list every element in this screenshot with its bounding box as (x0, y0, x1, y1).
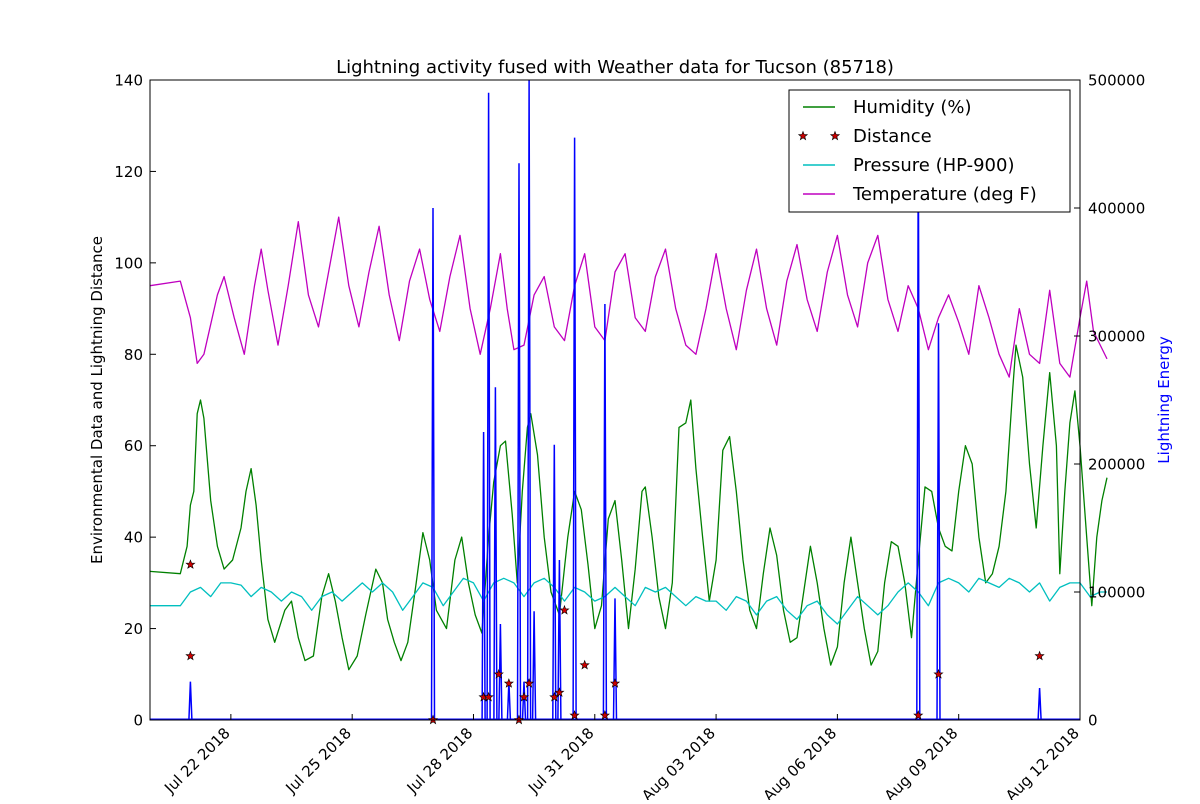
legend-label-1: Distance (853, 126, 932, 147)
right-tick-label-4: 400000 (1088, 200, 1145, 218)
energy-spike-13 (572, 137, 577, 721)
energy-spike-3 (486, 92, 491, 721)
distance-point-16 (609, 678, 621, 688)
energy-spike-1 (430, 207, 436, 721)
energy-spike-11 (552, 444, 557, 721)
distance-point-19 (1034, 650, 1045, 661)
chart-title: Lightning activity fused with Weather da… (336, 57, 894, 78)
right-tick-label-0: 0 (1088, 712, 1098, 730)
distance-point-18 (933, 668, 944, 679)
legend-label-2: Pressure (HP-900) (853, 155, 1014, 176)
series-line-3 (149, 216, 1108, 378)
energy-spike-12 (557, 559, 562, 721)
energy-spike-7 (516, 163, 522, 721)
distance-point-15 (599, 710, 610, 720)
distance-point-17 (913, 710, 924, 720)
distance-point-0 (185, 650, 196, 661)
energy-spike-4 (493, 387, 498, 721)
left-tick-label-3: 60 (124, 437, 143, 455)
axes-frame (149, 79, 1081, 721)
energy-spike-2 (481, 431, 486, 721)
distance-point-4 (483, 691, 494, 702)
distance-point-6 (503, 678, 514, 688)
energy-spike-15 (612, 598, 618, 721)
legend: Humidity (%) Distance Pressure (HP-900) Tem… (788, 89, 1071, 213)
series-line-2 (150, 577, 1107, 625)
legend-label-0: Humidity (%) (853, 97, 972, 118)
right-axis: 0 100000 200000 300000 400000 500000 (1074, 72, 1145, 730)
left-tick-label-0: 0 (133, 712, 143, 730)
y-axis-label: Environmental Data and Lightning Distanc… (88, 236, 106, 564)
distance-point-14 (579, 659, 590, 670)
energy-spike-0 (188, 681, 193, 721)
energy-spike-8 (521, 681, 527, 721)
legend-label-3: Temperature (deg F) (852, 184, 1037, 205)
plot-area (149, 79, 1108, 725)
distance-point-8 (518, 691, 530, 702)
right-tick-label-5: 500000 (1088, 72, 1145, 90)
distance-point-12 (559, 604, 570, 615)
energy-spike-18 (1037, 687, 1042, 721)
y2-axis-label: Lightning Energy (1155, 336, 1173, 464)
left-tick-label-1: 20 (124, 620, 143, 638)
right-tick-label-2: 200000 (1088, 456, 1145, 474)
left-axis: 0 20 40 60 80 100 120 140 (114, 72, 156, 730)
distance-point-13 (569, 710, 580, 720)
energy-spike-10 (531, 611, 537, 721)
energy-spike-17 (936, 323, 941, 721)
legend-box (788, 89, 1071, 213)
right-tick-label-1: 100000 (1088, 584, 1145, 602)
distance-point-9 (523, 678, 535, 688)
legend-swatch-1-b (829, 130, 841, 141)
left-tick-label-7: 140 (114, 72, 143, 90)
right-tick-label-3: 300000 (1088, 328, 1145, 346)
left-tick-label-2: 40 (124, 529, 143, 547)
distance-point-1 (185, 559, 196, 569)
left-tick-label-4: 80 (124, 346, 143, 364)
left-tick-label-6: 120 (114, 163, 143, 181)
legend-swatch-1-a (797, 130, 809, 141)
energy-spike-5 (498, 623, 503, 721)
distance-point-11 (554, 687, 565, 697)
energy-spike-14 (602, 303, 608, 721)
distance-point-5 (493, 668, 504, 679)
left-tick-label-5: 100 (114, 254, 143, 272)
